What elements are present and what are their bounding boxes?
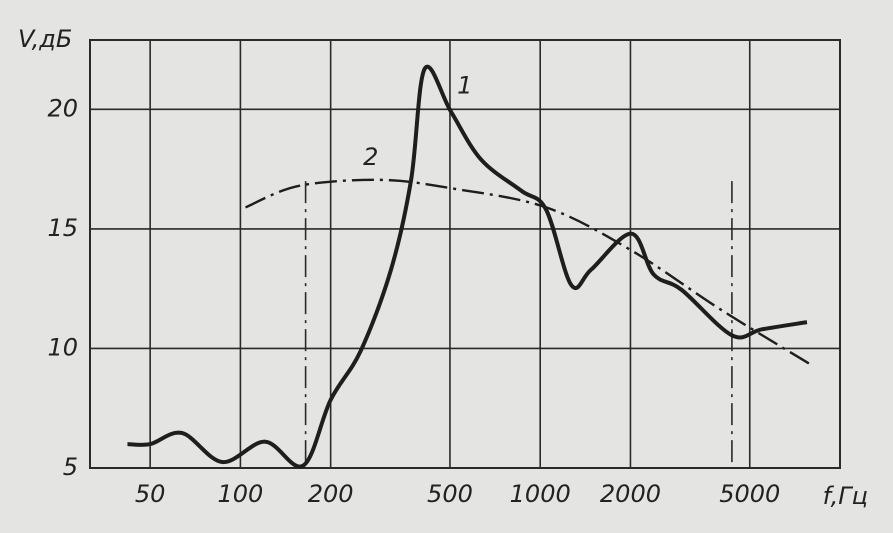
x-tick-label: 500 [427,480,473,508]
x-tick-label: 5000 [719,480,780,508]
x-tick-label: 200 [308,480,354,508]
y-tick-label: 15 [47,214,78,242]
x-tick-label: 100 [217,480,263,508]
x-tick-label: 2000 [600,480,661,508]
series-line [245,178,813,367]
y-tick-label: 20 [47,94,78,122]
series-label: 2 [363,143,378,171]
x-axis-label: f,Гц [823,482,868,510]
y-tick-label: 5 [63,453,78,481]
x-tick-label: 1000 [510,480,571,508]
x-tick-label: 50 [135,480,166,508]
series-label: 1 [457,72,472,100]
series-line [127,64,808,469]
y-tick-label: 10 [47,333,78,361]
y-axis-label: V,дБ [18,25,72,53]
